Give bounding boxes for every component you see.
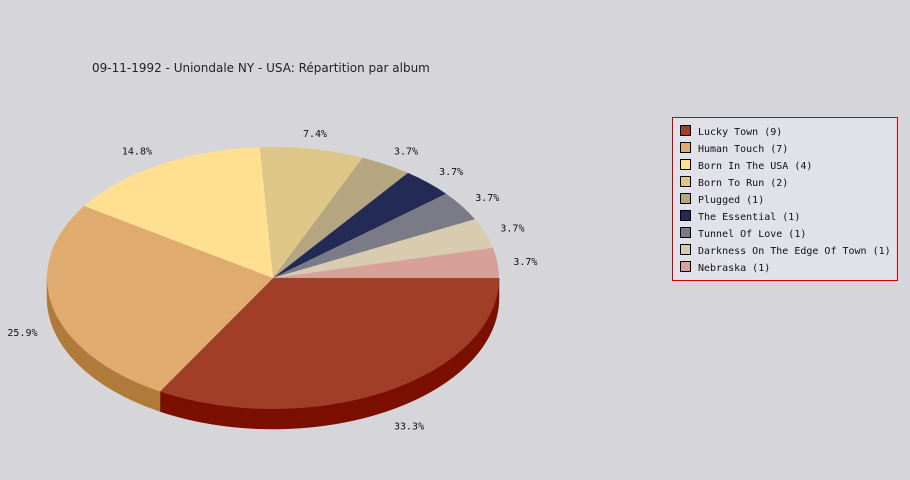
legend-item: Tunnel Of Love (1) (680, 227, 806, 241)
chart-title: 09-11-1992 - Uniondale NY - USA: Réparti… (92, 61, 430, 75)
legend-swatch (680, 244, 691, 255)
pie-slice (46, 206, 273, 392)
legend-label: Nebraska (1) (698, 263, 771, 274)
pie-slice (273, 247, 499, 278)
legend-item: Born In The USA (4) (680, 159, 812, 173)
legend-label: Lucky Town (9) (698, 127, 783, 138)
legend-item: Lucky Town (9) (680, 125, 782, 139)
slice-percent-label: 33.3% (394, 421, 424, 432)
slice-percent-label: 25.9% (7, 328, 37, 339)
legend-swatch (680, 159, 691, 170)
legend-swatch (680, 193, 691, 204)
slice-percent-label: 3.7% (439, 167, 463, 178)
legend-label: Human Touch (7) (698, 144, 789, 155)
slice-percent-label: 7.4% (303, 129, 327, 140)
legend-item: Human Touch (7) (680, 142, 788, 156)
legend-item: Born To Run (2) (680, 176, 788, 190)
slice-percent-label: 3.7% (475, 193, 499, 204)
legend-item: Darkness On The Edge Of Town (1) (680, 244, 891, 258)
legend-swatch (680, 142, 691, 153)
legend-swatch (680, 176, 691, 187)
legend-swatch (680, 210, 691, 221)
legend-label: Plugged (1) (698, 195, 765, 206)
pie-slice (273, 172, 447, 278)
legend: Lucky Town (9) Human Touch (7) Born In The… (672, 117, 898, 281)
slice-percent-label: 3.7% (394, 147, 418, 158)
slice-percent-label: 14.8% (122, 147, 152, 158)
pie-slice (259, 147, 363, 278)
legend-item: Plugged (1) (680, 193, 764, 207)
pie-slice (84, 147, 274, 278)
pie-slice (273, 193, 475, 278)
legend-swatch (680, 227, 691, 238)
legend-label: Tunnel Of Love (1) (698, 229, 807, 240)
legend-label: Born To Run (2) (698, 178, 789, 189)
slice-percent-label: 3.7% (500, 224, 524, 235)
legend-item: Nebraska (1) (680, 261, 770, 275)
legend-label: Born In The USA (4) (698, 161, 813, 172)
pie-slice (273, 219, 493, 278)
legend-label: The Essential (1) (698, 212, 801, 223)
legend-swatch (680, 125, 691, 136)
pie-slice (160, 278, 499, 410)
slice-percent-label: 3.7% (513, 257, 537, 268)
pie-slice (273, 157, 408, 278)
legend-swatch (680, 261, 691, 272)
legend-label: Darkness On The Edge Of Town (1) (698, 246, 891, 257)
legend-item: The Essential (1) (680, 210, 800, 224)
